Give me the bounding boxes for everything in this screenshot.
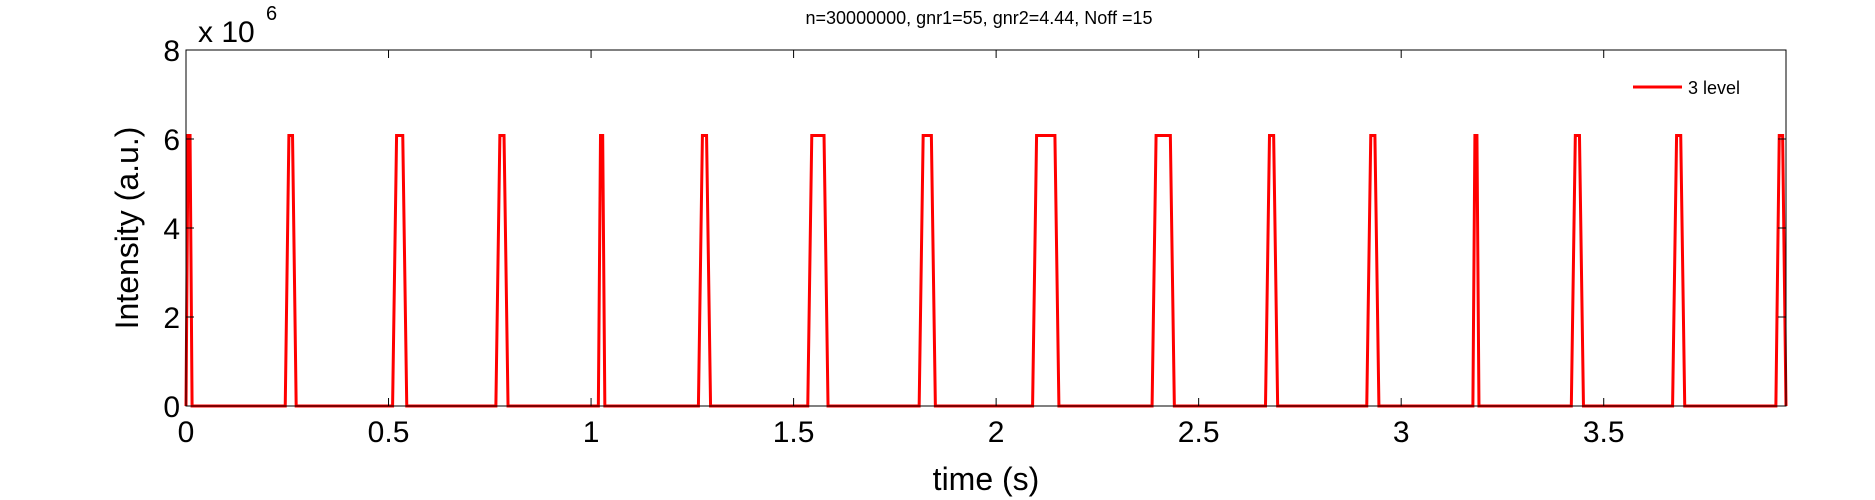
x-tick-label: 1.5: [773, 416, 815, 449]
y-tick-label: 6: [163, 124, 180, 157]
y-axis-label: Intensity (a.u.): [109, 127, 145, 330]
x-tick-label: 1: [583, 416, 600, 449]
legend: 3 level: [1620, 70, 1780, 106]
y-tick-label: 4: [163, 213, 180, 246]
chart-title: n=30000000, gnr1=55, gnr2=4.44, Noff =15: [806, 8, 1153, 28]
legend-label: 3 level: [1688, 78, 1740, 98]
exponent-power: 6: [266, 3, 277, 25]
x-axis-label: time (s): [933, 461, 1040, 497]
x-tick-label: 0: [178, 416, 195, 449]
exponent-base: x 10: [198, 16, 255, 49]
x-axis: 0 0.5 1 1.5 2 2.5 3 3.5: [178, 50, 1625, 449]
y-tick-label: 0: [163, 391, 180, 424]
y-tick-label: 2: [163, 302, 180, 335]
y-axis: 0 2 4 6 8: [163, 35, 1786, 424]
plot-area-frame: [185, 49, 1787, 407]
series-line-3-level: [184, 133, 1788, 408]
x-tick-label: 2: [988, 416, 1005, 449]
plot-marks: [184, 133, 1788, 408]
x-tick-label: 3.5: [1583, 416, 1625, 449]
exponent-label: x 10 6: [198, 3, 277, 49]
x-tick-label: 0.5: [368, 416, 410, 449]
x-tick-label: 3: [1393, 416, 1410, 449]
x-tick-label: 2.5: [1178, 416, 1220, 449]
y-tick-label: 8: [163, 35, 180, 68]
